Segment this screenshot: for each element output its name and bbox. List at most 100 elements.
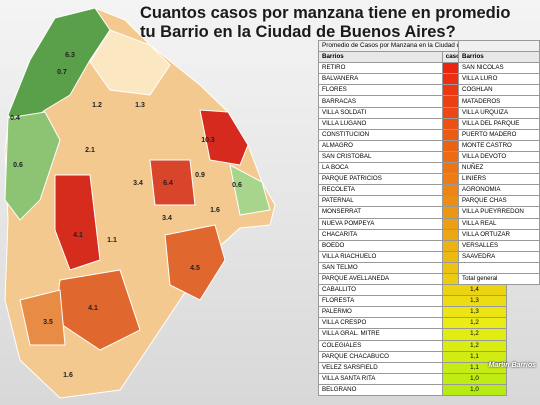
header-cell: Barrios [318,51,443,64]
barrio-cell: FLORESTA [318,295,443,308]
caption-row [458,39,540,53]
table-row: NUÑEZ [458,162,540,175]
barrio-cell: BALVANERA [318,73,443,86]
barrio-cell: BOEDO [318,239,443,252]
table-row: VILLA SANTA RITA 1,0 [318,372,508,385]
total-cell: Total general [458,272,540,286]
table-row: COLEGIALES 1,2 [318,339,508,352]
value-cell: 1,4 [441,284,508,297]
header-cell: Barrios [458,51,540,64]
region-lightgreen [4,111,61,221]
map: 6.3 0.7 1.2 1.3 0.4 0.6 2.1 10.3 3.4 6.4 4.1 1.1 3.4… [4,7,276,399]
region-orange [164,224,226,301]
map-label: 0.4 [10,115,20,122]
barrio-cell: SAAVEDRA [458,250,540,263]
region-lightgreen [229,164,271,216]
table-row: VERSALLES [458,239,540,252]
table-row: VILLA ORTUZAR [458,228,540,241]
barrio-cell: VERSALLES [458,239,540,252]
map-label: 10.3 [201,137,215,144]
barrio-cell: MONSERRAT [318,206,443,219]
barrio-cell: VILLA SANTA RITA [318,372,443,385]
table-row: VELEZ SARSFIELD 1,1 [318,361,508,374]
barrio-cell: VILLA ORTUZAR [458,228,540,241]
map-label: 1.1 [107,237,117,244]
map-label: 6.3 [65,52,75,59]
region-red [149,159,196,206]
value-cell: 1,3 [441,306,508,319]
header-row: Barrios [458,51,540,64]
barrio-cell: VILLA RIACHUELO [318,250,443,263]
table-row: VILLA GRAL. MITRE 1,2 [318,328,508,341]
barrio-cell: PARQUE CHAS [458,195,540,208]
barrio-cell: CHACARITA [318,228,443,241]
region-pale [89,29,171,96]
table-row: VILLA PUEYRREDON [458,206,540,219]
blank-cell [458,261,540,274]
barrio-cell: CABALLITO [318,284,443,297]
table-row: PARQUE CHAS [458,195,540,208]
barrio-cell: PARQUE PATRICIOS [318,173,443,186]
map-label: 3.4 [162,215,172,222]
barrio-cell: VILLA URQUIZA [458,106,540,119]
barrio-cell: LA BOCA [318,162,443,175]
map-label: 4.1 [88,305,98,312]
barrio-cell: BARRACAS [318,95,443,108]
barrio-cell: SAN CRISTOBAL [318,150,443,164]
barrio-cell: MONTE CASTRO [458,139,540,152]
barrio-cell: VILLA LURO [458,73,540,86]
map-label: 3.5 [43,319,53,326]
watermark: Martin Barrios [488,362,536,369]
table-row: COGHLAN [458,84,540,97]
value-cell: 1,0 [441,372,508,385]
barrio-cell: VELEZ SARSFIELD [318,361,443,374]
barrio-cell: CONSTITUCION [318,128,443,141]
value-cell: 1,2 [441,339,508,352]
barrio-cell: VILLA SOLDATI [318,106,443,119]
barrio-cell: PARQUE AVELLANEDA [318,272,443,286]
barrio-cell: VILLA DEL PARQUE [458,117,540,130]
table-row: SAAVEDRA [458,250,540,263]
cases-table-2: Barrios SAN NICOLAS VILLA LURO COGHLAN MATAD… [458,39,540,286]
map-label: 0.6 [232,182,242,189]
map-label: 3.4 [133,180,143,187]
barrio-cell: NUEVA POMPEYA [318,217,443,230]
barrio-cell: BELGRANO [318,383,443,397]
barrio-cell: COGHLAN [458,84,540,97]
barrio-cell: FLORES [318,84,443,97]
barrio-cell: VILLA LUGANO [318,117,443,130]
barrio-cell: SAN NICOLAS [458,62,540,75]
barrio-cell: RETIRO [318,62,443,75]
table-row: PUERTO MADERO [458,128,540,141]
table-row: PARQUE CHACABUCO 1,1 [318,350,508,363]
table-row: VILLA LURO [458,73,540,86]
table-row: VILLA DEL PARQUE [458,117,540,130]
barrio-cell: PARQUE CHACABUCO [318,350,443,363]
value-cell: 1,1 [441,350,508,363]
map-label: 1.2 [92,102,102,109]
region-red [54,174,101,271]
table-row: AGRONOMIA [458,184,540,197]
table-row: VILLA DEVOTO [458,150,540,164]
table-row: CABALLITO 1,4 [318,284,508,297]
table-row: VILLA REAL [458,217,540,230]
barrio-cell: COLEGIALES [318,339,443,352]
title: Cuantos casos por manzana tiene en prome… [140,4,510,42]
region-red [199,109,249,166]
table-row: MONTE CASTRO [458,139,540,152]
map-label: 0.6 [13,162,23,169]
barrio-cell: VILLA PUEYRREDON [458,206,540,219]
table-row: BELGRANO 1,0 [318,383,508,397]
value-cell: 1,0 [441,383,508,397]
map-label: 6.4 [163,180,173,187]
region-orange [19,289,66,346]
map-label: 1.3 [135,102,145,109]
barrio-cell: VILLA DEVOTO [458,150,540,164]
barrio-cell: PUERTO MADERO [458,128,540,141]
barrio-cell: SAN TELMO [318,261,443,274]
title-line: tu Barrio en la Ciudad de Buenos Aires? [140,23,456,41]
blank-cell [458,39,540,53]
barrio-cell: AGRONOMIA [458,184,540,197]
table-row: VILLA CRESPO 1,2 [318,317,508,330]
